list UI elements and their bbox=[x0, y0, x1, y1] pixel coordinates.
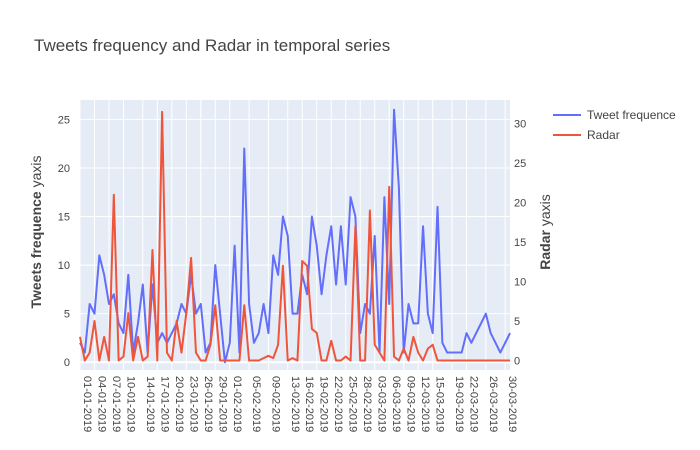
x-tick-label: 03-03-2019 bbox=[376, 376, 388, 432]
legend-label: Radar bbox=[587, 128, 620, 142]
legend-item-radar[interactable]: Radar bbox=[553, 128, 620, 142]
right-y-tick-label: 10 bbox=[514, 277, 526, 289]
left-y-tick-label: 0 bbox=[64, 357, 70, 369]
left-y-tick-label: 25 bbox=[58, 114, 70, 126]
right-y-tick-label: 5 bbox=[514, 316, 520, 328]
x-tick-label: 16-02-2019 bbox=[303, 376, 315, 432]
x-tick-label: 25-02-2019 bbox=[347, 376, 359, 432]
legend-item-tweet-frequence[interactable]: Tweet frequence bbox=[553, 108, 676, 122]
series-layer bbox=[79, 108, 511, 364]
series-line-radar[interactable] bbox=[79, 110, 510, 362]
x-tick-label: 22-03-2019 bbox=[468, 376, 480, 432]
right-y-tick-label: 20 bbox=[514, 198, 526, 210]
x-tick-label: 14-01-2019 bbox=[144, 376, 156, 432]
left-y-axis-ticks: 0 5 10 15 20 25 bbox=[58, 114, 70, 369]
left-y-tick-label: 20 bbox=[58, 163, 70, 175]
chart-title: Tweets frequency and Radar in temporal s… bbox=[34, 36, 390, 55]
x-tick-label: 01-01-2019 bbox=[81, 376, 93, 432]
x-tick-label: 17-01-2019 bbox=[158, 376, 170, 432]
legend-label: Tweet frequence bbox=[587, 108, 676, 122]
x-tick-label: 13-02-2019 bbox=[289, 376, 301, 432]
left-y-tick-label: 15 bbox=[58, 212, 70, 224]
right-y-axis-ticks: 0 5 10 15 20 25 30 bbox=[514, 119, 526, 368]
right-y-axis-title: Radar yaxis bbox=[537, 194, 553, 269]
x-tick-label: 09-03-2019 bbox=[405, 376, 417, 432]
x-tick-label: 20-01-2019 bbox=[173, 376, 185, 432]
left-y-axis-title-rest: yaxis bbox=[28, 155, 44, 191]
x-tick-label: 10-01-2019 bbox=[124, 376, 136, 432]
x-tick-label: 07-01-2019 bbox=[110, 376, 122, 432]
right-y-axis-title-bold: Radar bbox=[537, 230, 553, 270]
x-tick-label: 09-02-2019 bbox=[269, 376, 281, 432]
x-tick-label: 19-03-2019 bbox=[453, 376, 465, 432]
left-y-tick-label: 5 bbox=[64, 309, 70, 321]
x-axis-ticks: 01-01-2019 04-01-2019 07-01-2019 10-01-2019… bbox=[81, 376, 518, 432]
x-tick-label: 30-03-2019 bbox=[506, 376, 518, 432]
grid-layer bbox=[79, 100, 510, 370]
right-y-tick-label: 25 bbox=[514, 158, 526, 170]
plot-background bbox=[80, 100, 510, 370]
right-y-tick-label: 15 bbox=[514, 237, 526, 249]
legend[interactable]: Tweet frequence Radar bbox=[553, 108, 676, 142]
right-y-tick-label: 30 bbox=[514, 119, 526, 131]
right-y-tick-label: 0 bbox=[514, 356, 520, 368]
left-y-axis-title-bold: Tweets frequence bbox=[28, 191, 44, 308]
series-line-tweet-frequence[interactable] bbox=[79, 108, 511, 364]
x-tick-label: 04-01-2019 bbox=[95, 376, 107, 432]
x-tick-label: 23-01-2019 bbox=[187, 376, 199, 432]
x-tick-label: 26-01-2019 bbox=[202, 376, 214, 432]
x-tick-label: 01-02-2019 bbox=[231, 376, 243, 432]
x-tick-label: 28-02-2019 bbox=[361, 376, 373, 432]
x-tick-label: 06-03-2019 bbox=[390, 376, 402, 432]
x-tick-label: 12-03-2019 bbox=[419, 376, 431, 432]
x-tick-label: 15-03-2019 bbox=[434, 376, 446, 432]
right-y-axis-title-rest: yaxis bbox=[537, 194, 553, 230]
x-tick-label: 19-02-2019 bbox=[318, 376, 330, 432]
x-tick-label: 26-03-2019 bbox=[487, 376, 499, 432]
x-tick-label: 05-02-2019 bbox=[250, 376, 262, 432]
x-tick-label: 22-02-2019 bbox=[332, 376, 344, 432]
x-tick-label: 29-01-2019 bbox=[216, 376, 228, 432]
left-y-tick-label: 10 bbox=[58, 260, 70, 272]
left-y-axis-title: Tweets frequence yaxis bbox=[28, 155, 44, 308]
